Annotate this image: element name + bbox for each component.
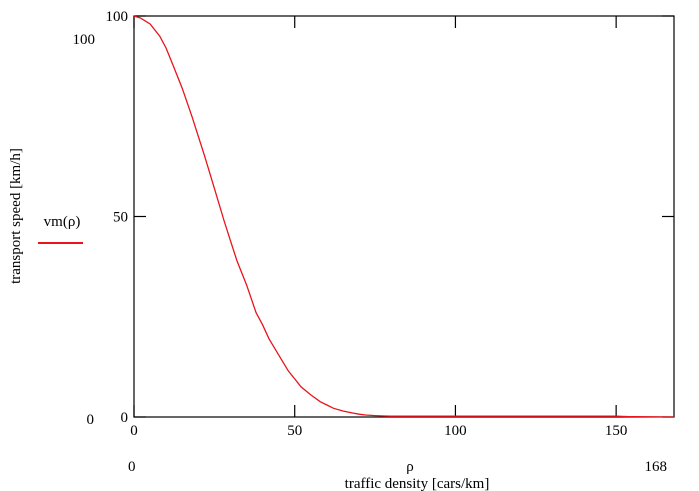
x-tick-label: 50 [287, 423, 302, 439]
x-variable-label: ρ [406, 459, 414, 475]
y-tick-label: 50 [113, 210, 128, 226]
y-min-label: 0 [87, 412, 95, 428]
plot-frame [133, 15, 675, 418]
axis-ticks [133, 15, 674, 418]
x-axis-label: traffic density [cars/km] [345, 476, 490, 491]
y-max-label: 100 [73, 32, 96, 48]
x-tick-label: 100 [444, 423, 467, 439]
series-line-vm [133, 15, 675, 418]
x-tick-label: 150 [605, 423, 628, 439]
x-max-label: 168 [645, 459, 668, 475]
legend-label: vm(ρ) [44, 214, 81, 230]
x-tick-label: 0 [130, 423, 138, 439]
axis-tick-labels: 0 50 100 150 0 50 100 [106, 9, 628, 439]
y-tick-label: 0 [121, 410, 129, 426]
x-min-label: 0 [128, 459, 136, 475]
y-tick-label: 100 [106, 9, 129, 25]
y-axis-label: transport speed [km/h] [8, 148, 24, 284]
